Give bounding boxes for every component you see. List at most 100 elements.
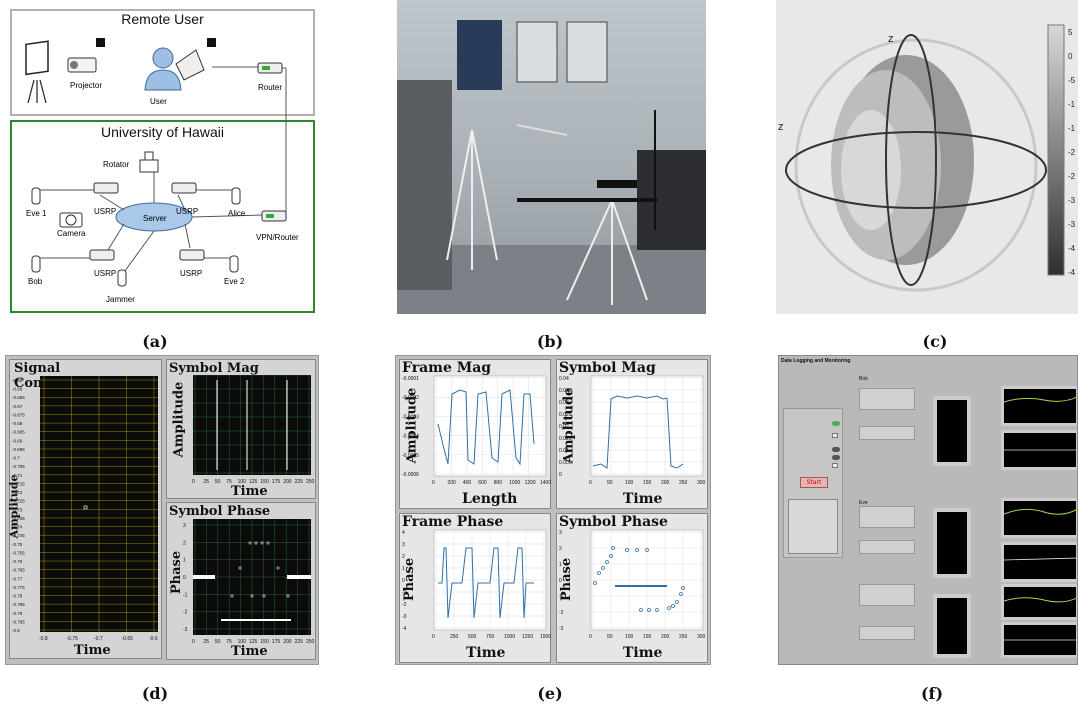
server-label: Server — [143, 214, 167, 223]
symbol-phase-e-title: Symbol Phase — [559, 514, 668, 530]
phase-point — [260, 541, 264, 545]
y-tick-label: 0.02 — [559, 424, 569, 430]
toggle-switch[interactable] — [832, 421, 840, 426]
y-tick-label: -0.73 — [12, 507, 23, 512]
constellation-graph — [933, 594, 971, 658]
caption-d: (d) — [141, 684, 169, 703]
x-tick-label: 1250 — [522, 634, 533, 640]
frame-mag-ylabel: Amplitude — [404, 387, 420, 464]
colorbar-tick-label: -4 — [1068, 244, 1076, 253]
user-icon — [144, 38, 216, 91]
toggle-switch[interactable] — [832, 447, 840, 452]
bob-settings[interactable] — [859, 426, 915, 440]
log-textbox[interactable] — [788, 499, 838, 554]
y-tick-label: 1 — [183, 558, 186, 564]
frame-mag-frame: Frame Mag -0.0001 -0.0002 -0.0003 -0.0004 -0… — [399, 359, 551, 509]
phase-point — [238, 566, 242, 570]
x-tick-label: 50 — [607, 480, 613, 486]
symbol-phase-ylabel: Phase — [169, 550, 185, 595]
toggle-switch[interactable] — [832, 455, 840, 460]
y-tick-label: 0.025 — [559, 412, 572, 418]
phase-point — [266, 541, 270, 545]
network-diagram: Projector User Router Server Rotator — [25, 38, 299, 304]
colorbar-tick-label: -2 — [1068, 172, 1076, 181]
bob-section-label: Bob — [859, 376, 868, 382]
x-tick-label: 200 — [447, 480, 456, 486]
x-tick-label: -0.7 — [94, 636, 103, 642]
x-tick-label: -0.6 — [149, 636, 158, 642]
toggle-switch[interactable] — [832, 433, 838, 438]
y-tick-label: -3 — [559, 626, 564, 632]
toggle-switch[interactable] — [832, 463, 838, 468]
axis-tick-label: z — [778, 121, 784, 133]
lab-photo — [397, 0, 706, 314]
colorbar-tick-label: -2 — [1068, 148, 1076, 157]
colorbar — [1047, 24, 1065, 276]
x-tick-label: 250 — [306, 479, 315, 485]
y-tick-label: -0.69 — [12, 438, 23, 443]
eve-settings[interactable] — [859, 540, 915, 554]
x-tick-label: 250 — [679, 634, 688, 640]
constellation-frame: Signal Constellation -0.65-0.66-0.665-0.… — [7, 359, 162, 659]
control-panel: Start — [783, 408, 843, 558]
symbol-mag-plot: 0 25 50 75 100 125 150 175 200 225 250 — [192, 375, 315, 485]
eve2-label: Eve 2 — [224, 277, 245, 286]
y-tick-label: -0.72 — [12, 490, 23, 495]
y-tick-label: -0.66 — [12, 387, 23, 392]
series-point — [601, 566, 605, 570]
symbol-mag-title: Symbol Mag — [169, 361, 259, 376]
x-tick-label: 200 — [283, 479, 292, 485]
symbol-mag-xlabel: Time — [231, 484, 268, 499]
y-tick-label: -0.795 — [12, 619, 25, 624]
y-tick-label: 1 — [559, 562, 562, 568]
x-tick-label: 1500 — [540, 634, 551, 640]
y-tick-label: -3 — [183, 627, 188, 633]
y-tick-label: -0.79 — [12, 611, 23, 616]
symbol-phase-frame: Symbol Phase 3 2 1 0 -1 -2 -3 0 25 50 75 100 125 150… — [166, 502, 316, 660]
x-tick-label: 125 — [249, 479, 258, 485]
camera-label: Camera — [57, 229, 86, 238]
y-tick-label: 0 — [402, 578, 405, 584]
x-tick-label: 0 — [432, 634, 435, 640]
symbol-phase-e-plot: 3 2 1 0 -1 -2 -3 0 50 100 150 200 250 300 — [559, 529, 706, 640]
series-point — [639, 608, 643, 612]
eve1-label: Eve 1 — [26, 209, 47, 218]
x-tick-label: 300 — [697, 634, 706, 640]
panel-e: Frame Mag -0.0001 -0.0002 -0.0003 -0.0004 -0… — [395, 355, 711, 665]
x-tick-label: 1200 — [525, 480, 536, 486]
y-tick-label: -0.76 — [12, 559, 23, 564]
y-tick-label: -0.7 — [12, 456, 20, 461]
lab-photo-drawing — [397, 20, 706, 314]
series-point — [647, 608, 651, 612]
y-tick-label: -0.8 — [12, 628, 20, 633]
x-tick-label: 250 — [450, 634, 459, 640]
eve-settings[interactable] — [859, 506, 915, 528]
eve-settings[interactable] — [859, 584, 915, 606]
bob-label: Bob — [28, 277, 43, 286]
caption-f: (f) — [920, 684, 944, 703]
phase-point — [250, 594, 254, 598]
y-tick-label: 3 — [402, 542, 405, 548]
series-point — [675, 600, 679, 604]
eve-settings[interactable] — [859, 626, 915, 640]
y-tick-label: -0.785 — [12, 602, 25, 607]
remote-user-box — [10, 9, 315, 116]
series-line — [438, 547, 534, 619]
radiation-pattern-drawing: z z 5 0 -5 -1 -1 -2 -2 -3 -3 -4 -4 — [778, 24, 1076, 292]
usrp-label: USRP — [176, 207, 198, 216]
rotator-icon — [139, 151, 159, 173]
symbol-phase-e-ylabel: Phase — [559, 557, 575, 602]
bob-settings[interactable] — [859, 388, 915, 410]
y-tick-label: -0.78 — [12, 594, 23, 599]
frame-phase-title: Frame Phase — [402, 514, 504, 530]
phase-point — [286, 594, 290, 598]
constellation-ylabel: Amplitude — [7, 474, 21, 539]
start-button[interactable]: Start — [800, 477, 828, 488]
caption-c: (c) — [922, 332, 948, 351]
colorbar-tick-label: -3 — [1068, 220, 1076, 229]
x-tick-label: 600 — [478, 480, 487, 486]
series-point — [681, 586, 685, 590]
phase-segment — [193, 575, 215, 579]
x-tick-label: 0 — [589, 634, 592, 640]
series-point — [645, 548, 649, 552]
